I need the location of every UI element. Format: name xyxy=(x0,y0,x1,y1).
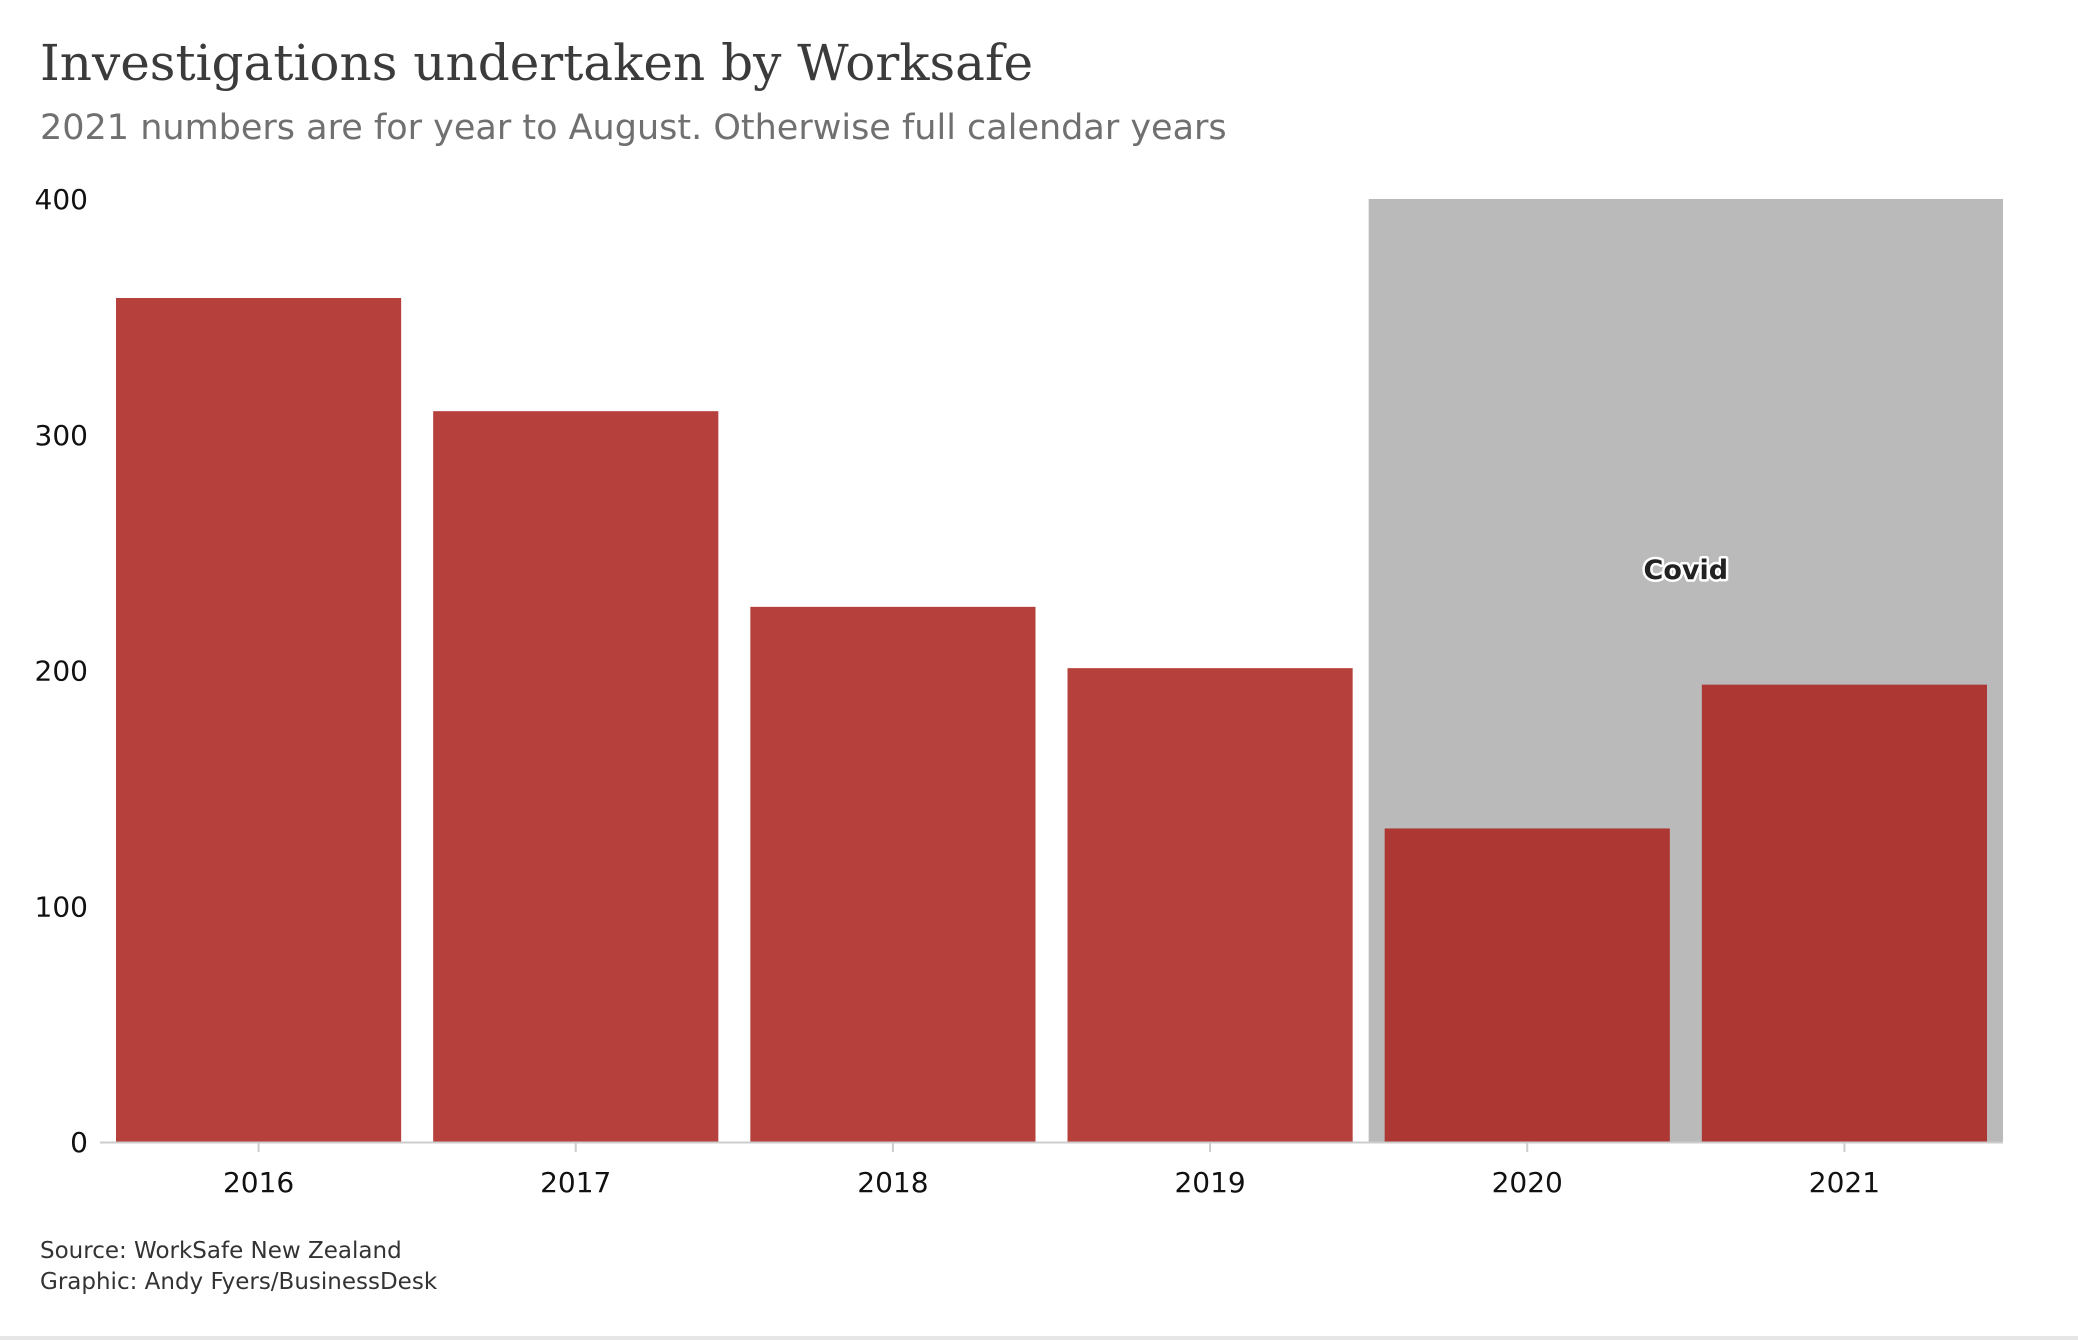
bottom-divider xyxy=(0,1336,2078,1340)
labels-layer: 2016 2017 2018 2019 2020 2021 0 100 200 300 400 xyxy=(35,183,1881,1199)
x-tick-label-2020: 2020 xyxy=(1492,1166,1563,1199)
chart-title: Investigations undertaken by Worksafe xyxy=(40,34,1034,92)
bar-chart: Covid 2016 2017 2018 2019 2020 2021 0 100 200 300… xyxy=(35,183,2003,1199)
bar-2019 xyxy=(1067,668,1353,1142)
x-tick-label-2019: 2019 xyxy=(1174,1166,1245,1199)
credit-note: Graphic: Andy Fyers/BusinessDesk xyxy=(40,1269,438,1295)
y-tick-label-100: 100 xyxy=(35,890,88,923)
bar-2021 xyxy=(1701,684,1987,1142)
y-tick-label-0: 0 xyxy=(70,1126,88,1159)
x-tick-label-2017: 2017 xyxy=(540,1166,611,1199)
x-tick-label-2018: 2018 xyxy=(857,1166,928,1199)
x-tick-label-2021: 2021 xyxy=(1809,1166,1880,1199)
axes-layer xyxy=(100,1141,2003,1152)
bar-2017 xyxy=(433,411,719,1142)
chart-footer: Source: WorkSafe New Zealand Graphic: An… xyxy=(40,1236,437,1298)
bar-2016 xyxy=(116,298,402,1142)
bar-2020 xyxy=(1384,828,1670,1142)
x-tick-label-2016: 2016 xyxy=(223,1166,294,1199)
covid-label: Covid xyxy=(1644,555,1729,586)
y-tick-label-400: 400 xyxy=(35,183,88,216)
chart-subtitle: 2021 numbers are for year to August. Oth… xyxy=(40,108,1227,148)
y-tick-label-300: 300 xyxy=(35,419,88,452)
source-note: Source: WorkSafe New Zealand xyxy=(40,1238,402,1264)
bars-layer xyxy=(116,298,1987,1142)
y-tick-label-200: 200 xyxy=(35,655,88,688)
bar-2018 xyxy=(750,606,1036,1142)
